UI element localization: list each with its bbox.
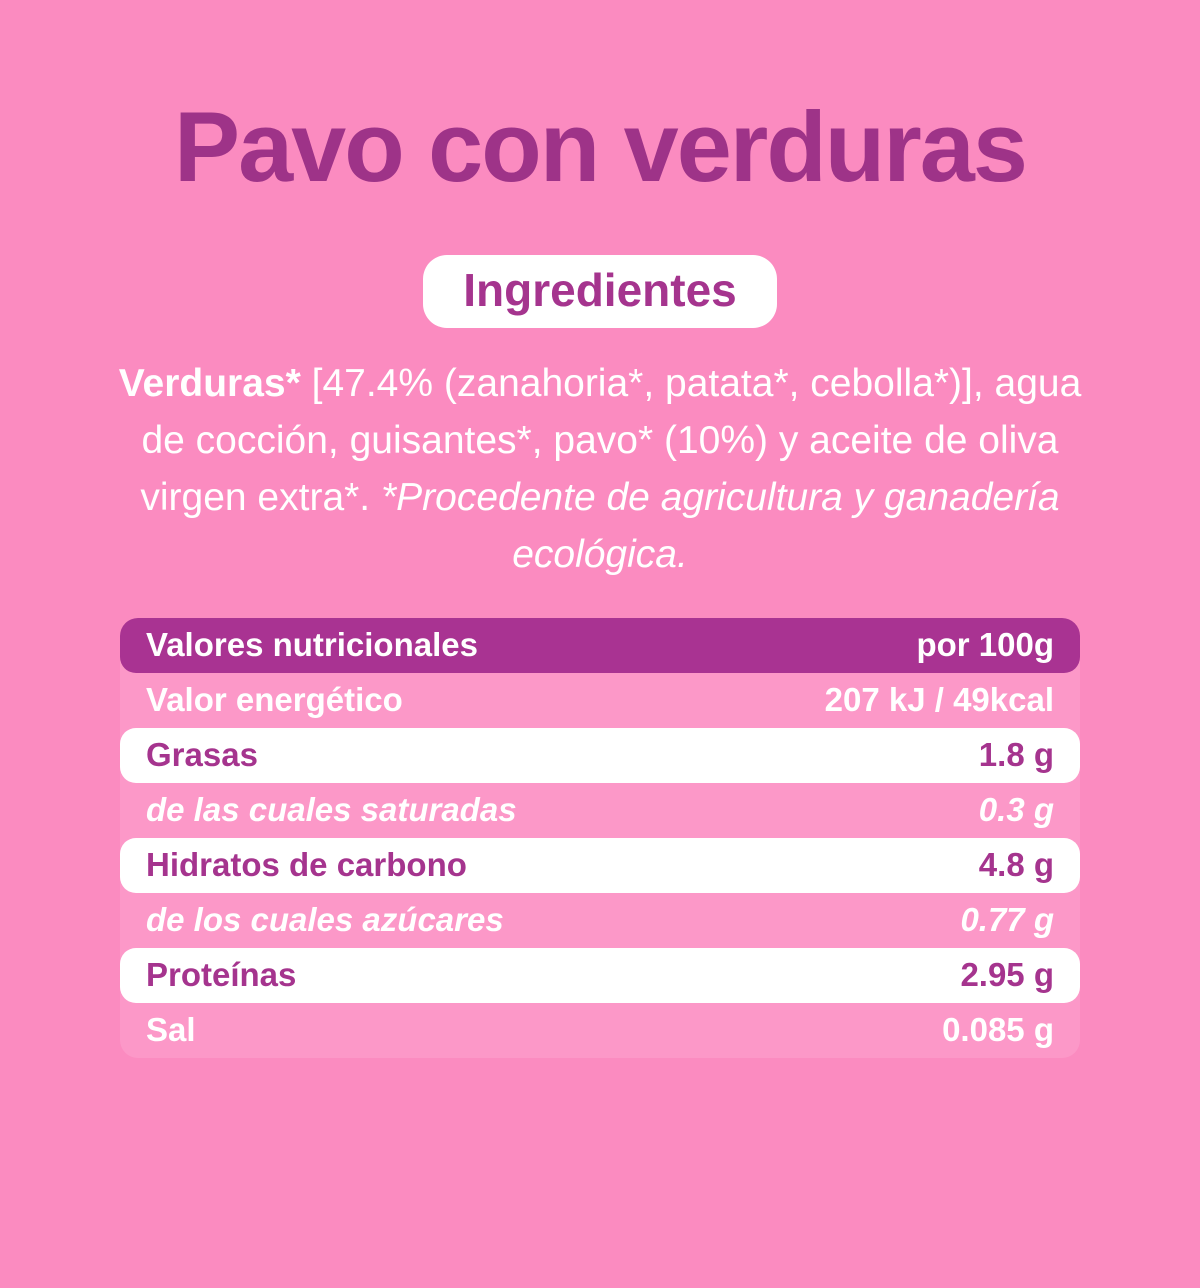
table-row-label: Proteínas (146, 956, 297, 994)
table-header-label: Valores nutricionales (146, 626, 478, 664)
table-row-value: 2.95 g (960, 956, 1054, 994)
table-row-label: de las cuales saturadas (146, 791, 517, 829)
ingredients-badge: Ingredientes (423, 254, 777, 329)
table-row-label: Valor energético (146, 681, 403, 719)
table-row-label: Grasas (146, 736, 258, 774)
table-row-label: de los cuales azúcares (146, 901, 504, 939)
table-row: de los cuales azúcares 0.77 g (120, 893, 1080, 948)
nutrition-table: Valores nutricionales por 100g Valor ene… (120, 617, 1080, 1058)
table-row-value: 0.3 g (978, 791, 1054, 829)
table-row: Grasas 1.8 g (120, 727, 1080, 783)
page-title: Pavo con verduras (174, 91, 1028, 202)
table-row: de las cuales saturadas 0.3 g (120, 783, 1080, 838)
table-row-value: 207 kJ / 49kcal (824, 681, 1054, 719)
table-header-row: Valores nutricionales por 100g (120, 617, 1080, 673)
product-label: Pavo con verduras Ingredientes Verduras*… (0, 88, 1200, 1288)
ingredients-segment: [47.4% (zanahoria*, patata*, cebolla*)],… (140, 362, 1082, 519)
table-row: Hidratos de carbono 4.8 g (120, 837, 1080, 893)
table-row: Sal 0.085 g (120, 1003, 1080, 1058)
table-row-value: 0.085 g (942, 1011, 1054, 1049)
table-row: Proteínas 2.95 g (120, 947, 1080, 1003)
table-row: Valor energético 207 kJ / 49kcal (120, 673, 1080, 728)
table-header-value: por 100g (916, 626, 1054, 664)
table-row-label: Hidratos de carbono (146, 846, 467, 884)
ingredients-segment: *Procedente de agricultura y ganadería e… (380, 475, 1060, 576)
table-row-label: Sal (146, 1011, 196, 1049)
table-row-value: 0.77 g (960, 901, 1054, 939)
table-row-value: 1.8 g (978, 736, 1054, 774)
ingredients-badge-container: Ingredientes (0, 254, 1200, 329)
table-row-value: 4.8 g (978, 846, 1054, 884)
ingredients-text: Verduras* [47.4% (zanahoria*, patata*, c… (95, 356, 1105, 584)
ingredients-segment: Verduras* (118, 362, 301, 406)
